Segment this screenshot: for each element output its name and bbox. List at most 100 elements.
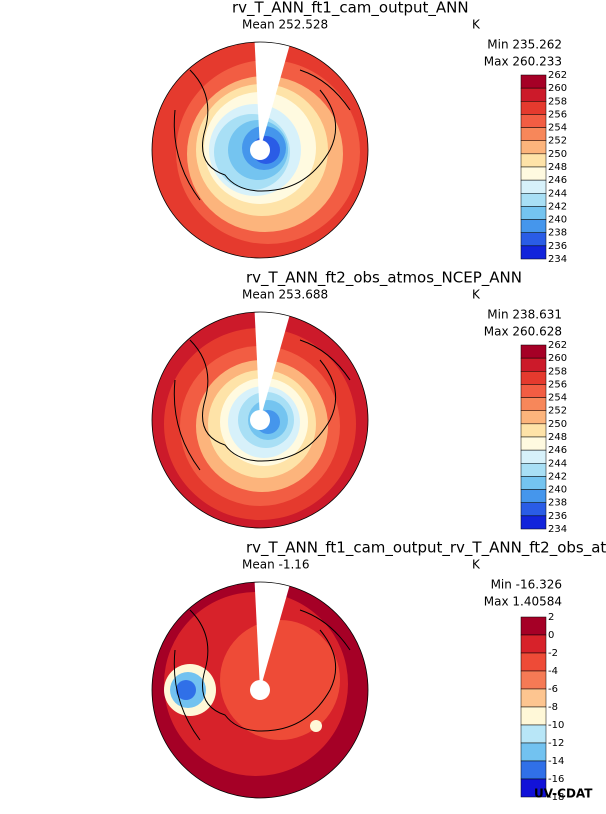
colorbar-box — [520, 371, 547, 385]
colorbar-label: 240 — [548, 215, 567, 226]
panel-title: rv_T_ANN_ft1_cam_output_rv_T_ANN_ft2_obs… — [246, 539, 606, 558]
colorbar-label: 234 — [548, 254, 567, 265]
max-label: Max 260.628 — [484, 325, 562, 339]
colorbar-label: 262 — [548, 340, 567, 351]
colorbar-box — [520, 742, 547, 762]
colorbar-label: 238 — [548, 228, 567, 239]
colorbar-label: 242 — [548, 471, 567, 482]
min-label: Min 235.262 — [487, 38, 562, 52]
units-label: K — [472, 558, 481, 572]
colorbar-label: 244 — [548, 188, 567, 199]
colorbar-label: -6 — [548, 684, 558, 695]
contour-region — [176, 680, 196, 700]
colorbar-box — [520, 74, 547, 89]
colorbar-box — [520, 232, 547, 247]
missing-wedge — [254, 42, 294, 150]
logo: UV-CDAT — [534, 787, 593, 801]
colorbar-box — [520, 357, 547, 372]
colorbar-box — [520, 670, 547, 690]
colorbar-box — [520, 502, 547, 517]
colorbar-box — [520, 127, 547, 141]
colorbar-box — [520, 153, 547, 168]
colorbar-label: -12 — [548, 738, 564, 749]
colorbar-box — [520, 760, 547, 780]
colorbar-box — [520, 397, 547, 411]
min-label: Min 238.631 — [487, 308, 562, 322]
colorbar-label: 246 — [548, 445, 567, 456]
colorbar-box — [520, 616, 547, 636]
colorbar-box — [520, 778, 547, 798]
colorbar-label: 234 — [548, 524, 567, 535]
colorbar-label: 254 — [548, 123, 567, 134]
colorbar-label: -8 — [548, 702, 558, 713]
colorbar-label: 242 — [548, 201, 567, 212]
units-label: K — [472, 288, 481, 302]
colorbar-box — [520, 219, 547, 233]
colorbar-label: 240 — [548, 485, 567, 496]
colorbar-box — [520, 436, 547, 451]
missing-wedge — [254, 582, 294, 690]
pole-hole — [250, 140, 270, 160]
contour-region — [220, 620, 340, 740]
colorbar-label: -18 — [548, 792, 564, 803]
colorbar-box — [520, 410, 547, 425]
colorbar-box — [520, 140, 547, 155]
colorbar-box — [520, 114, 547, 128]
colorbar-box — [520, 706, 547, 726]
colorbar-label: 252 — [548, 406, 567, 417]
colorbar-label: 236 — [548, 511, 567, 522]
colorbar-box — [520, 179, 547, 194]
colorbar-box — [520, 724, 547, 744]
map-border — [151, 581, 369, 799]
colorbar-box — [520, 166, 547, 181]
map-border — [151, 311, 369, 529]
mean-label: Mean 252.528 — [242, 18, 328, 32]
colorbar-label: 248 — [548, 432, 567, 443]
colorbar-label: -2 — [548, 648, 558, 659]
colorbar-label: 254 — [548, 393, 567, 404]
colorbar-label: 244 — [548, 458, 567, 469]
colorbar-label: -14 — [548, 756, 564, 767]
colorbar-box — [520, 489, 547, 503]
coastline — [173, 69, 351, 201]
colorbar-label: 260 — [548, 83, 567, 94]
colorbar-label: 250 — [548, 419, 567, 430]
panel-title: rv_T_ANN_ft2_obs_atmos_NCEP_ANN — [246, 269, 522, 288]
colorbar-label: 238 — [548, 498, 567, 509]
mean-label: Mean -1.16 — [242, 558, 310, 572]
pole-hole — [250, 680, 270, 700]
colorbar-box — [520, 101, 547, 115]
contour-region — [310, 720, 322, 732]
map-border — [151, 41, 369, 259]
colorbar-box — [520, 193, 547, 207]
max-label: Max 1.40584 — [484, 595, 562, 609]
colorbar-label: 248 — [548, 162, 567, 173]
panel: rv_T_ANN_ft1_cam_output_rv_T_ANN_ft2_obs… — [151, 539, 606, 803]
coastline — [173, 339, 351, 471]
coastline — [173, 609, 351, 741]
colorbar-box — [520, 476, 547, 490]
colorbar-box — [520, 463, 547, 477]
missing-wedge — [254, 312, 294, 420]
colorbar-box — [520, 423, 547, 438]
colorbar-label: -10 — [548, 720, 564, 731]
colorbar-box — [520, 688, 547, 708]
colorbar-label: 256 — [548, 379, 567, 390]
panel-title: rv_T_ANN_ft1_cam_output_ANN — [232, 0, 469, 18]
colorbar-label: 262 — [548, 70, 567, 81]
colorbar-box — [520, 449, 547, 464]
units-label: K — [472, 18, 481, 32]
min-label: Min -16.326 — [491, 578, 562, 592]
colorbar-label: 258 — [548, 366, 567, 377]
colorbar-box — [520, 384, 547, 398]
colorbar-box — [520, 206, 547, 220]
colorbar-box — [520, 652, 547, 672]
colorbar-label: 250 — [548, 149, 567, 160]
colorbar-label: 260 — [548, 353, 567, 364]
max-label: Max 260.233 — [484, 55, 562, 69]
colorbar-label: 2 — [548, 612, 554, 623]
colorbar-label: 256 — [548, 109, 567, 120]
